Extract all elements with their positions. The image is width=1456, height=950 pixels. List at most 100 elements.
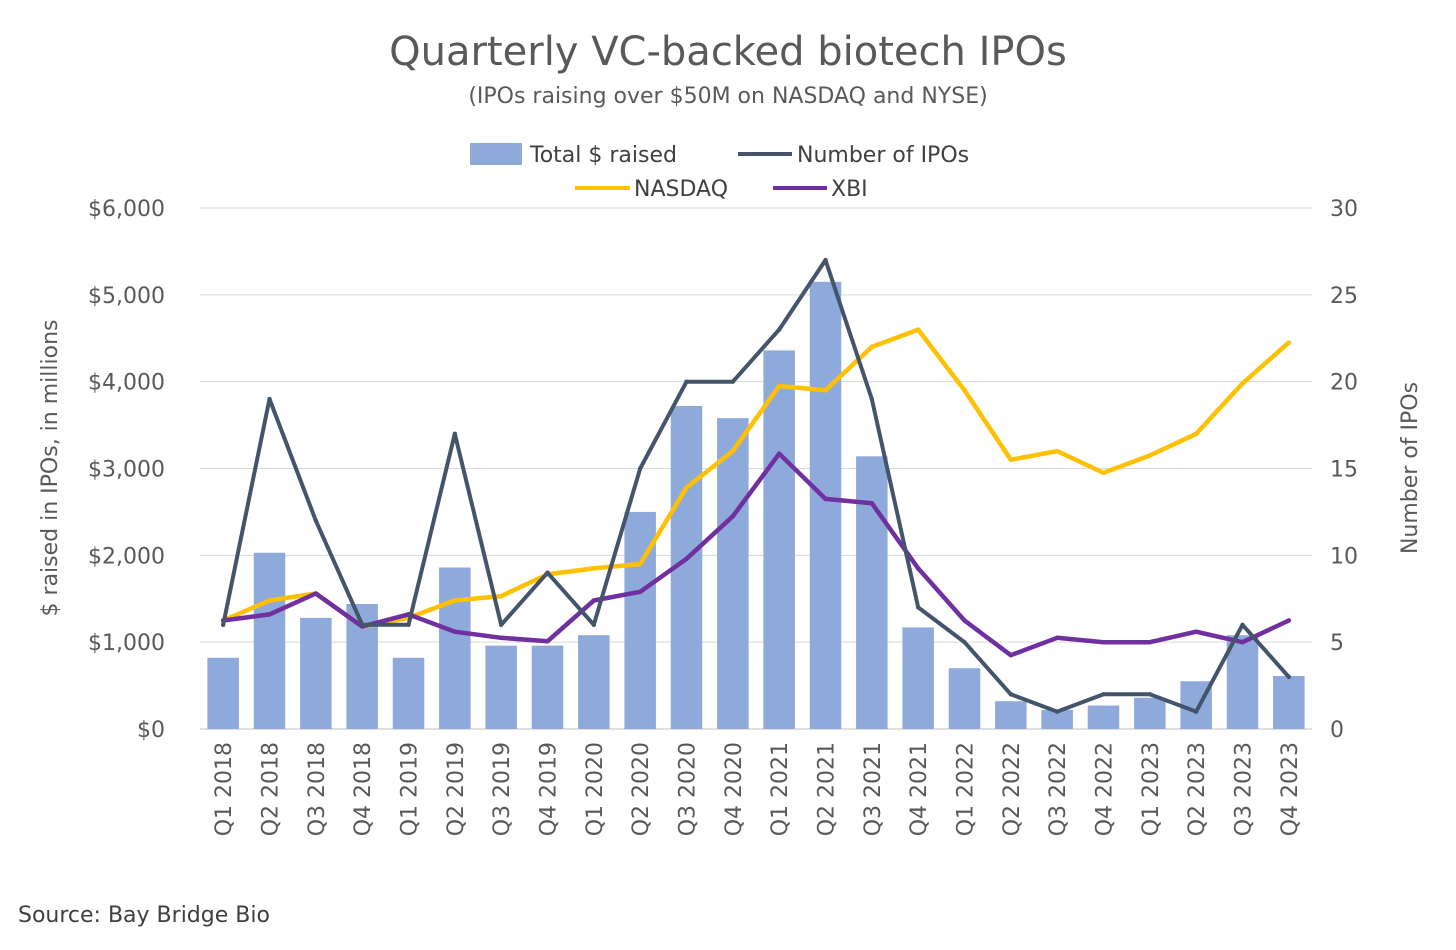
point-nasdaq-q3-2019 (498, 593, 504, 599)
point-number-of-ipos-q2-2019 (452, 431, 458, 436)
point-xbi-q3-2022 (1054, 635, 1060, 641)
point-number-of-ipos-q2-2021 (823, 257, 828, 263)
point-xbi-q2-2019 (452, 629, 458, 634)
point-number-of-ipos-q4-2023 (1286, 674, 1292, 680)
point-number-of-ipos-q3-2019 (498, 622, 504, 627)
bar-q3-2022 (1041, 709, 1073, 729)
legend-label-nasdaq: NASDAQ (634, 177, 728, 202)
point-xbi-q1-2022 (962, 618, 967, 623)
chart-subtitle: (IPOs raising over $50M on NASDAQ and NY… (468, 84, 987, 109)
x-tick-label: Q4 2018 (351, 742, 376, 836)
line-number-of-ipos (221, 258, 1291, 714)
y-tick-label: $1,000 (88, 631, 165, 656)
y-axis-right-label: Number of IPOs (1398, 382, 1423, 554)
point-nasdaq-q1-2021 (776, 383, 782, 389)
x-tick-label: Q4 2020 (722, 742, 747, 836)
point-number-of-ipos-q1-2021 (776, 327, 782, 332)
x-tick-label: Q4 2021 (907, 742, 932, 836)
y-tick-label: $5,000 (88, 284, 165, 309)
point-xbi-q1-2023 (1147, 639, 1153, 645)
point-number-of-ipos-q4-2022 (1101, 692, 1106, 697)
bar-q2-2022 (995, 701, 1027, 729)
legend-label-number-ipos: Number of IPOs (797, 143, 969, 168)
x-tick-label: Q2 2022 (1000, 742, 1025, 836)
y2-tick-label: 10 (1330, 544, 1358, 569)
y2-tick-label: 15 (1330, 458, 1358, 483)
bar-q3-2021 (856, 456, 888, 729)
x-tick-label: Q3 2023 (1232, 742, 1257, 836)
point-nasdaq-q2-2022 (1008, 457, 1014, 463)
x-tick-label: Q4 2022 (1093, 742, 1118, 836)
source-note: Source: Bay Bridge Bio (18, 903, 270, 928)
bar-q3-2023 (1226, 635, 1259, 729)
x-axis-ticks: Q1 2018 Q2 2018 Q3 2018 Q4 2018 Q1 2019 Q2 20… (212, 742, 1303, 836)
point-xbi-q2-2020 (637, 589, 643, 595)
point-xbi-q3-2021 (869, 501, 875, 506)
bar-q1-2022 (948, 668, 981, 729)
point-nasdaq-q3-2021 (869, 344, 875, 350)
bar-q1-2021 (763, 350, 795, 729)
point-xbi-q3-2020 (684, 556, 689, 562)
point-nasdaq-q1-2023 (1147, 453, 1153, 458)
x-tick-label: Q3 2021 (861, 742, 886, 836)
y-tick-label: $4,000 (88, 371, 165, 396)
bar-q3-2019 (485, 645, 517, 729)
bar-q2-2018 (253, 552, 286, 729)
point-nasdaq-q2-2023 (1193, 431, 1199, 436)
point-number-of-ipos-q2-2020 (637, 466, 643, 471)
point-number-of-ipos-q1-2019 (406, 622, 411, 627)
point-number-of-ipos-q1-2020 (591, 622, 597, 627)
bar-q1-2020 (578, 635, 610, 729)
point-nasdaq-q4-2022 (1101, 470, 1106, 476)
point-number-of-ipos-q4-2019 (545, 570, 550, 575)
x-tick-label: Q1 2020 (583, 742, 608, 836)
bar-q2-2019 (439, 567, 471, 729)
x-tick-label: Q3 2020 (676, 742, 701, 836)
x-tick-label: Q3 2018 (305, 742, 330, 836)
point-number-of-ipos-q1-2022 (962, 639, 967, 645)
bar-q4-2021 (902, 627, 934, 729)
point-xbi-q3-2018 (313, 591, 319, 596)
y2-tick-label: 25 (1330, 284, 1358, 309)
x-tick-label: Q1 2019 (398, 742, 423, 836)
point-number-of-ipos-q3-2022 (1054, 709, 1060, 714)
point-number-of-ipos-q3-2023 (1240, 622, 1245, 627)
bar-q1-2019 (392, 657, 425, 729)
point-number-of-ipos-q2-2022 (1008, 692, 1014, 697)
y-axis-left-ticks: $0 $1,000 $2,000 $3,000 $4,000 $5,000 $6,000 (88, 197, 165, 743)
point-xbi-q3-2023 (1240, 639, 1245, 645)
y-axis-right-ticks: 0 5 10 15 20 25 30 (1330, 197, 1358, 743)
point-nasdaq-q3-2023 (1240, 381, 1245, 386)
x-tick-label: Q1 2021 (768, 742, 793, 836)
point-xbi-q4-2019 (545, 639, 550, 644)
point-number-of-ipos-q3-2021 (869, 396, 875, 402)
x-tick-label: Q3 2019 (490, 742, 515, 836)
y-tick-label: $6,000 (88, 197, 165, 222)
bar-q4-2020 (717, 418, 749, 729)
legend-label-xbi: XBI (831, 177, 868, 202)
point-nasdaq-q3-2022 (1054, 448, 1060, 454)
bar-q1-2018 (207, 657, 239, 729)
point-nasdaq-q3-2020 (684, 485, 689, 490)
x-tick-label: Q2 2023 (1185, 742, 1210, 836)
point-xbi-q4-2021 (915, 566, 921, 571)
point-number-of-ipos-q4-2021 (915, 605, 921, 610)
bar-q4-2022 (1087, 705, 1120, 729)
x-tick-label: Q4 2023 (1278, 742, 1303, 836)
bar-series-total-raised (207, 281, 1305, 729)
point-nasdaq-q1-2020 (591, 566, 597, 571)
y2-tick-label: 5 (1330, 631, 1344, 656)
point-xbi-q1-2020 (591, 598, 597, 603)
y-axis-left-label: $ raised in IPOs, in millions (38, 320, 63, 617)
y2-tick-label: 20 (1330, 371, 1358, 396)
bar-q4-2019 (531, 645, 564, 729)
bar-q4-2023 (1273, 676, 1305, 729)
point-xbi-q4-2020 (730, 514, 736, 519)
chart-title: Quarterly VC-backed biotech IPOs (389, 29, 1067, 75)
point-nasdaq-q2-2021 (823, 388, 828, 393)
y2-tick-label: 0 (1330, 718, 1344, 743)
bar-q2-2021 (809, 281, 842, 729)
line-xbi (220, 451, 1292, 658)
point-number-of-ipos-q1-2023 (1147, 692, 1153, 697)
